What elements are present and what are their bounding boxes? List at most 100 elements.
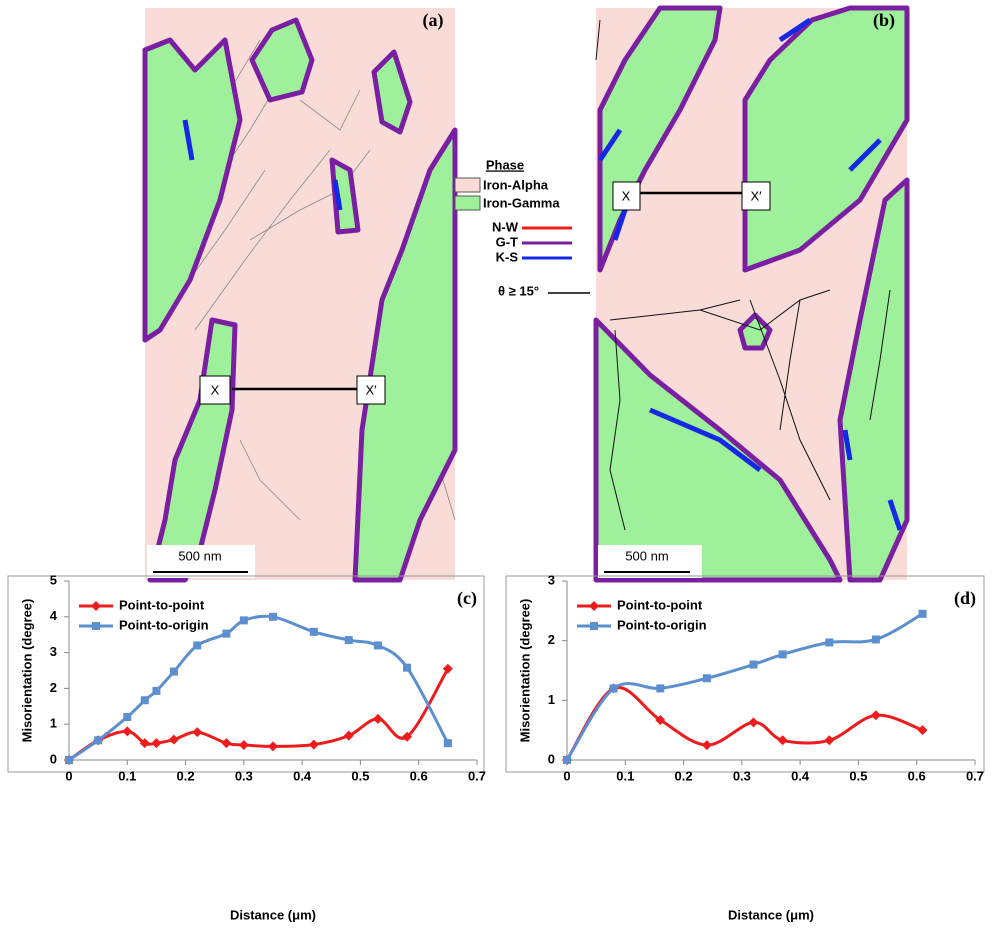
legend-swatch [454,177,481,193]
point [563,756,571,764]
x-tick-label: 0.1 [616,768,634,783]
point [702,674,711,683]
point [373,641,382,650]
plot-frame [505,575,985,773]
point-label: X [622,188,631,203]
x-tick-label: 0.4 [293,768,312,783]
y-tick-label: 1 [548,692,555,707]
point [824,735,835,746]
y-tick-label: 0 [548,751,555,766]
gamma-region [371,49,413,135]
map-b: X X′ (b) 500 nm [593,5,910,583]
legend-marker [92,622,100,630]
point [655,715,666,726]
x-tick-label: 0.5 [351,768,369,783]
point [777,735,788,746]
y-tick-label: 2 [548,632,555,647]
point [193,641,202,650]
ks-boundary [182,119,343,211]
label-box [199,375,231,405]
point [123,713,132,722]
point [343,730,354,741]
point [308,739,319,750]
point [609,684,618,693]
point [701,740,712,751]
point [65,756,73,764]
label-box [356,375,386,405]
map-a: X X′ (a) 500 nm [142,8,458,583]
legend-label: Point-to-point [617,597,703,612]
legend-marker [590,622,598,630]
gamma-region [837,177,910,583]
point [122,726,133,737]
x-tick-label: 0.2 [675,768,693,783]
point [268,741,278,752]
point [151,738,162,749]
point [139,738,150,749]
point [748,717,759,728]
point [870,710,881,721]
x-tick-label: 0.4 [791,768,810,783]
point [403,663,412,672]
point [169,667,178,676]
gamma-region [742,5,910,273]
point [239,616,248,625]
y-tick-label: 1 [50,716,57,731]
legend-title: Phase [486,157,524,172]
point [269,612,277,621]
point [94,736,103,745]
legend-marker [589,601,599,611]
point [221,738,232,749]
legend-label: θ ≥ 15° [498,283,539,298]
x-tick-label: 0.5 [849,768,867,783]
plot-frame [7,575,485,773]
point [168,734,179,745]
point [344,636,353,645]
x-tick-label: 0.3 [733,768,751,783]
legend-label: Point-to-origin [617,617,707,632]
gamma-region [593,317,843,583]
x-tick-label: 0.1 [118,768,136,783]
point [372,713,383,724]
point [152,686,161,695]
scale-label: 500 nm [625,548,668,563]
point [442,663,453,674]
point [443,739,452,748]
y-tick-label: 3 [50,644,57,659]
x-axis-label: Distance (μm) [230,907,316,922]
scale-label: 500 nm [178,548,221,563]
point [656,684,665,693]
legend-swatch [454,195,481,211]
panel-label: (a) [423,10,444,31]
gamma-region [737,312,773,351]
legend-label: Iron-Alpha [483,177,549,192]
point [222,629,231,638]
legend-label: K-S [496,249,519,264]
grain-boundary [595,19,891,531]
gamma-region [352,127,458,583]
point [309,627,318,636]
x-axis-label: Distance (μm) [728,907,814,922]
point [238,739,249,750]
point [918,609,927,618]
panel-label: (c) [457,588,477,609]
series-line [68,614,450,762]
legend-label: G-T [496,234,518,249]
y-tick-label: 5 [50,572,57,587]
y-tick-label: 0 [50,751,57,766]
legend-label: Point-to-origin [119,617,209,632]
y-tick-label: 3 [548,572,555,587]
point [871,635,880,644]
point-label: X [211,382,220,397]
gamma-region [329,157,361,235]
series-line [565,685,924,761]
point [192,727,203,738]
legend-label: Point-to-point [119,597,205,612]
map-legend: Phase Iron-Alpha Iron-Gamma N-W G-T K-S … [454,157,590,298]
panel-label: (b) [873,10,895,31]
point [917,725,928,736]
x-tick-label: 0.7 [468,768,486,783]
gamma-region [249,17,315,103]
legend-label: Iron-Gamma [483,195,560,210]
